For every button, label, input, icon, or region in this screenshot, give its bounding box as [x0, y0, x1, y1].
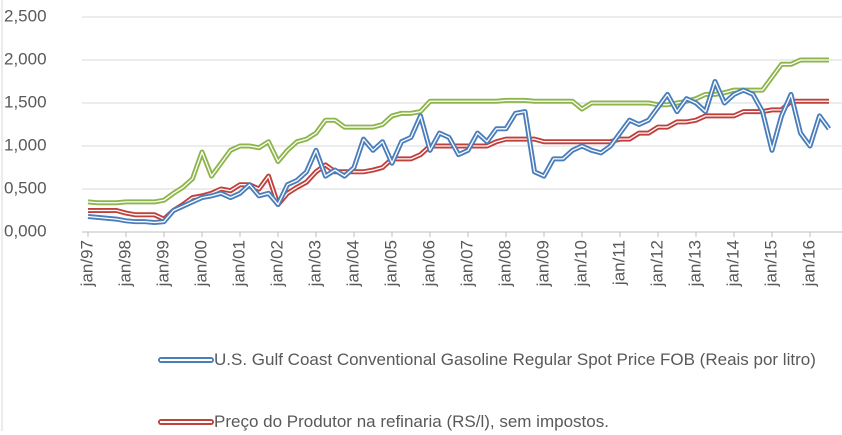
y-tick-label: 0,500: [4, 178, 47, 197]
x-tick-label: jan/14: [723, 240, 742, 287]
series-line: [87, 57, 829, 206]
x-tick-label: jan/08: [495, 240, 514, 287]
x-tick-label: jan/98: [115, 240, 134, 287]
x-tick-label: jan/97: [77, 240, 96, 287]
series-line-highlight: [87, 80, 830, 224]
x-tick-label: jan/16: [799, 240, 818, 287]
legend-item: U.S. Gulf Coast Conventional Gasoline Re…: [158, 346, 828, 373]
x-tick-label: jan/03: [305, 240, 324, 287]
x-tick-label: jan/01: [229, 240, 248, 287]
x-tick-label: jan/99: [153, 240, 172, 287]
y-tick-label: 2,000: [4, 49, 47, 68]
y-tick-label: 1,000: [4, 135, 47, 154]
y-tick-label: 0,000: [4, 221, 47, 240]
legend-item: Preço do Produtor na refinaria (RS/l), s…: [158, 408, 828, 435]
x-tick-label: jan/06: [419, 240, 438, 287]
x-tick-label: jan/02: [267, 240, 286, 287]
y-tick-label: 2,500: [4, 6, 47, 25]
x-tick-label: jan/00: [191, 240, 210, 287]
series-line-highlight: [87, 59, 829, 204]
legend-label: U.S. Gulf Coast Conventional Gasoline Re…: [214, 350, 816, 369]
legend-label: Preço do Produtor na refinaria (RS/l), s…: [214, 412, 609, 431]
x-tick-label: jan/13: [685, 240, 704, 287]
legend-swatch: [158, 419, 214, 425]
x-tick-label: jan/15: [761, 240, 780, 287]
legend-swatch: [158, 357, 214, 363]
x-tick-label: jan/12: [647, 240, 666, 287]
x-tick-label: jan/04: [343, 240, 362, 287]
x-tick-label: jan/10: [571, 240, 590, 287]
x-tick-label: jan/05: [381, 240, 400, 287]
y-tick-label: 1,500: [4, 92, 47, 111]
x-tick-label: jan/09: [533, 240, 552, 287]
x-tick-label: jan/07: [457, 240, 476, 287]
x-tick-label: jan/11: [609, 240, 628, 286]
